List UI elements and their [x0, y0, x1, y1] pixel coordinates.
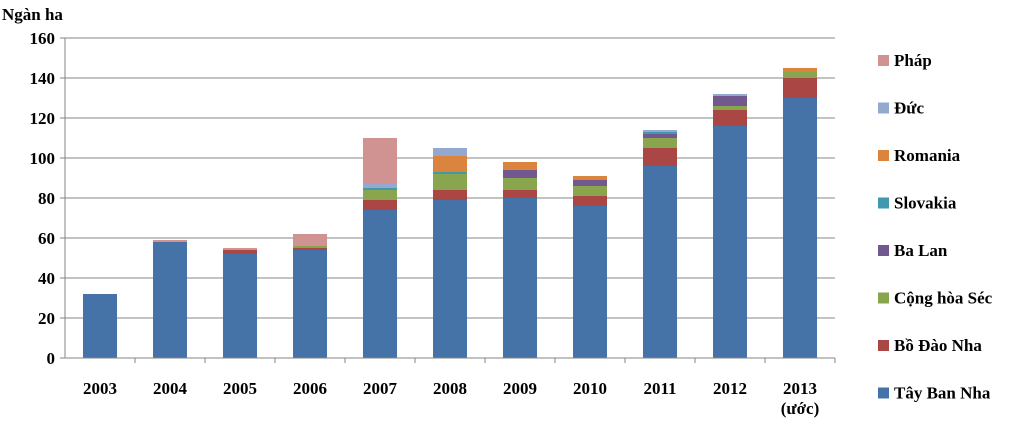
x-tick-label: 2004 [153, 379, 188, 398]
y-tick-label: 0 [47, 349, 56, 368]
bar-segment [643, 132, 677, 134]
x-tick-label: 2003 [83, 379, 117, 398]
bar-segment [573, 180, 607, 186]
y-tick-label: 40 [38, 269, 55, 288]
legend-label: Tây Ban Nha [894, 384, 991, 403]
bar-segment [433, 174, 467, 190]
bar-segment [153, 240, 187, 242]
bar-segment [573, 186, 607, 196]
bar-segment [433, 156, 467, 172]
bar-segment [363, 184, 397, 188]
y-tick-label: 60 [38, 229, 55, 248]
x-tick-label: 2010 [573, 379, 607, 398]
bars [83, 68, 817, 358]
bar-segment [293, 234, 327, 246]
y-tick-label: 100 [30, 149, 56, 168]
legend-label: Cộng hòa Séc [894, 289, 993, 308]
bar-segment [293, 246, 327, 248]
legend-label: Bồ Đào Nha [894, 336, 982, 355]
bar-segment [433, 172, 467, 174]
legend: Pháp Đức Romania Slovakia Ba Lan Cộng hòa Séc… [878, 51, 993, 403]
legend-label: Pháp [894, 51, 932, 70]
bar-segment [713, 106, 747, 110]
y-tick-label: 140 [30, 69, 56, 88]
legend-swatch [878, 197, 889, 209]
x-tick-label: 2013 (ước) [781, 379, 819, 418]
bar-segment [783, 72, 817, 78]
bar-segment [643, 148, 677, 166]
legend-swatch [878, 55, 889, 66]
legend-swatch [878, 387, 889, 399]
bar-segment [503, 170, 537, 178]
bar-segment [573, 176, 607, 180]
bar-segment [643, 134, 677, 138]
bar-segment [713, 96, 747, 106]
bar-segment [433, 190, 467, 200]
bar-segment [503, 178, 537, 190]
legend-swatch [878, 292, 889, 304]
x-tick-label: 2009 [503, 379, 537, 398]
bar-segment [713, 126, 747, 358]
bar-segment [363, 190, 397, 200]
legend-swatch [878, 245, 889, 256]
legend-swatch [878, 102, 889, 114]
x-tick-label: 2006 [293, 379, 327, 398]
x-tick-label: 2011 [643, 379, 676, 398]
bar-segment [643, 130, 677, 132]
bar-segment [783, 68, 817, 72]
axes: 0 20 40 60 80 100 120 140 160 2003 2004 2005 2006 200… [30, 29, 836, 418]
x-tick-label: 2005 [223, 379, 257, 398]
bar-segment [643, 166, 677, 358]
bar-segment [503, 190, 537, 198]
bar-segment [783, 78, 817, 98]
bar-segment [83, 294, 117, 358]
bar-segment [363, 200, 397, 210]
bar-segment [223, 250, 257, 254]
bar-segment [223, 248, 257, 250]
y-axis-label: Ngàn ha [2, 5, 63, 24]
bar-segment [713, 110, 747, 126]
bar-segment [573, 196, 607, 206]
x-tick-label: 2012 [713, 379, 747, 398]
bar-segment [293, 250, 327, 358]
bar-segment [783, 98, 817, 358]
bar-segment [433, 200, 467, 358]
bar-segment [433, 148, 467, 156]
legend-label: Đức [894, 99, 924, 118]
bar-segment [713, 94, 747, 96]
bar-segment [153, 242, 187, 358]
legend-label: Romania [894, 146, 961, 165]
bar-segment [503, 198, 537, 358]
bar-segment [363, 210, 397, 358]
bar-segment [643, 138, 677, 148]
y-tick-label: 20 [38, 309, 55, 328]
legend-swatch [878, 340, 889, 351]
bar-segment [503, 162, 537, 170]
x-tick-label: 2007 [363, 379, 398, 398]
y-tick-label: 80 [38, 189, 55, 208]
bar-segment [573, 206, 607, 358]
legend-label: Ba Lan [894, 241, 948, 260]
y-tick-label: 120 [30, 109, 56, 128]
y-tick-label: 160 [30, 29, 56, 48]
legend-label: Slovakia [894, 194, 957, 213]
bar-segment [363, 138, 397, 184]
x-tick-label: 2008 [433, 379, 467, 398]
bar-segment [363, 188, 397, 190]
legend-swatch [878, 150, 889, 161]
bar-segment [223, 254, 257, 358]
bar-segment [293, 248, 327, 250]
